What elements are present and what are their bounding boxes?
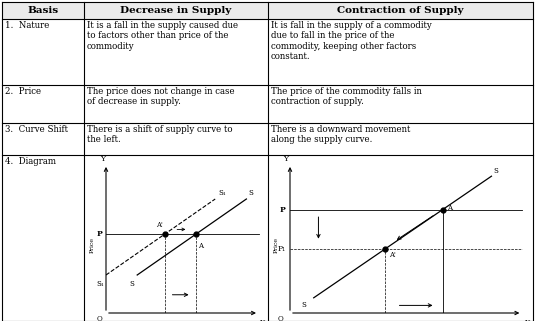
Text: 1.  Nature: 1. Nature [5, 21, 49, 30]
Text: Contraction of Supply: Contraction of Supply [337, 6, 464, 15]
Text: P: P [279, 206, 285, 214]
Text: 2.  Price: 2. Price [5, 87, 41, 96]
Text: There is a shift of supply curve to
the left.: There is a shift of supply curve to the … [87, 125, 233, 144]
Text: A': A' [156, 221, 163, 230]
Text: X: X [525, 319, 530, 321]
Text: S: S [302, 301, 307, 309]
Text: A: A [198, 242, 203, 249]
Text: S₁: S₁ [219, 189, 226, 197]
Text: 3.  Curve Shift: 3. Curve Shift [5, 125, 68, 134]
Text: S: S [494, 167, 499, 175]
Text: O: O [97, 315, 103, 321]
Text: Y: Y [100, 154, 105, 162]
Text: Price: Price [274, 237, 279, 253]
Text: Y: Y [283, 154, 288, 162]
Text: A': A' [389, 251, 396, 259]
Text: Price: Price [90, 237, 95, 253]
Text: P₁: P₁ [277, 245, 285, 253]
Text: S₁: S₁ [97, 280, 104, 288]
Text: P: P [97, 230, 103, 238]
Text: Decrease in Supply: Decrease in Supply [120, 6, 231, 15]
Text: S: S [129, 280, 134, 288]
Text: The price of the commodity falls in
contraction of supply.: The price of the commodity falls in cont… [271, 87, 422, 106]
Text: S: S [248, 189, 253, 197]
Bar [2, 2, 533, 19]
Text: The price does not change in case
of decrease in supply.: The price does not change in case of dec… [87, 87, 235, 106]
Text: A: A [447, 204, 452, 212]
Text: It is fall in the supply of a commodity
due to fall in the price of the
commodit: It is fall in the supply of a commodity … [271, 21, 432, 61]
Text: There is a downward movement
along the supply curve.: There is a downward movement along the s… [271, 125, 410, 144]
Text: X: X [260, 319, 266, 321]
Text: O: O [278, 315, 284, 321]
Text: 4.  Diagram: 4. Diagram [5, 157, 56, 166]
Text: Basis: Basis [27, 6, 59, 15]
Text: It is a fall in the supply caused due
to factors other than price of the
commodi: It is a fall in the supply caused due to… [87, 21, 238, 51]
